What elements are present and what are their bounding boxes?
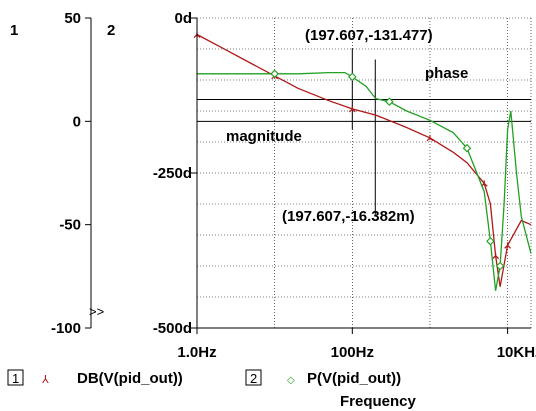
x-axis-label: Frequency bbox=[340, 393, 417, 410]
axis-1-tick-label: -100 bbox=[51, 320, 81, 337]
legend-box-2 bbox=[245, 369, 262, 386]
axis-2-tick-label: 0d bbox=[174, 10, 192, 27]
series-1-marker bbox=[348, 105, 356, 113]
legend-box-1-number: 1 bbox=[12, 371, 19, 386]
legend-box-2-number: 2 bbox=[250, 371, 257, 386]
cursor-label-phase: (197.607,-131.477) bbox=[305, 27, 433, 44]
axis-2-tick-label: -500d bbox=[153, 320, 192, 337]
x-axis-tick-label: 10KHz bbox=[497, 344, 536, 361]
legend-series-2-marker-icon: ◇ bbox=[287, 375, 295, 386]
series-1-marker bbox=[492, 252, 500, 260]
annotation-phase: phase bbox=[425, 65, 468, 82]
axis-1-tick-label: -50 bbox=[59, 217, 81, 234]
annotation-magnitude: magnitude bbox=[226, 128, 302, 145]
series-2-marker bbox=[495, 261, 505, 271]
series-2-marker bbox=[348, 72, 357, 82]
legend-series-1-marker-icon: ⅄ bbox=[42, 373, 49, 386]
plot-area bbox=[197, 18, 531, 328]
axis-2-tick-label: -250d bbox=[153, 165, 192, 182]
x-axis-tick-label: 1.0Hz bbox=[177, 344, 216, 361]
axis-1-tick-label: 0 bbox=[73, 113, 81, 130]
legend-series-2-label: P(V(pid_out)) bbox=[307, 370, 401, 387]
series-2-marker bbox=[462, 143, 472, 153]
cursor-label-magnitude: (197.607,-16.382m) bbox=[282, 208, 415, 225]
x-axis-tick-label: 100Hz bbox=[331, 344, 374, 361]
series-2-marker bbox=[486, 236, 495, 246]
series-line-2 bbox=[197, 71, 532, 291]
axis-2-index-label: 2 bbox=[107, 22, 115, 39]
series-2-marker bbox=[385, 97, 394, 106]
series-1-marker bbox=[426, 134, 434, 142]
axis-1-index-label: 1 bbox=[10, 22, 18, 39]
series-1-marker bbox=[504, 242, 512, 249]
axis-ticks: 50 0 -50 -100 0d -250d -500d 1.0Hz 100Hz 10KHz bbox=[51, 10, 536, 361]
axis-1-tick-label: 50 bbox=[64, 10, 81, 27]
series-2-marker bbox=[270, 69, 279, 79]
legend-series-1-label: DB(V(pid_out)) bbox=[77, 370, 183, 387]
cursor-crosshairs bbox=[197, 48, 531, 216]
axis-1-overflow-marker: >> bbox=[89, 304, 104, 319]
legend-box-1 bbox=[7, 369, 24, 386]
